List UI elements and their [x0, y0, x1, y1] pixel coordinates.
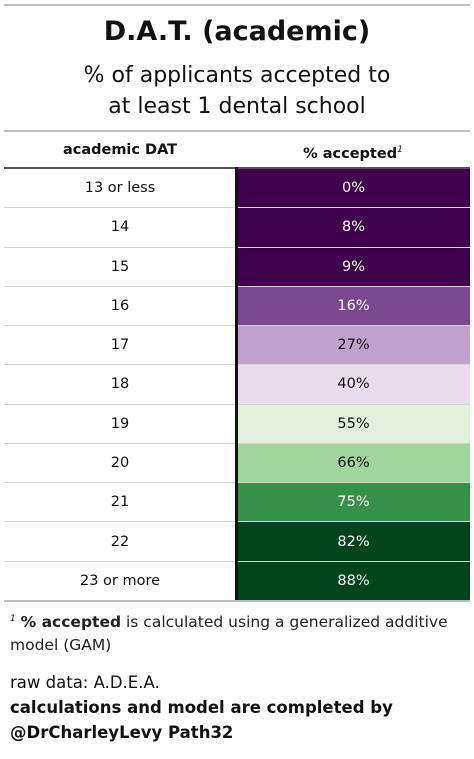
- footnote-bold: % accepted: [20, 613, 122, 632]
- table-body: 13 or less 0% 14 8% 15 9% 16 16% 17 27% 18 40% 19 55%…: [4, 169, 470, 601]
- table-row: 19 55%: [4, 404, 470, 444]
- accepted-percent-cell: 55%: [237, 404, 470, 443]
- accepted-percent-cell: 88%: [237, 561, 470, 600]
- subtitle-line-2: at least 1 dental school: [108, 94, 366, 119]
- column-header-accepted: % accepted1: [237, 133, 469, 167]
- table-row: 23 or more 88%: [4, 561, 470, 601]
- footnote-text: is calculated using a generalized additi…: [10, 613, 448, 655]
- accepted-percent-cell: 9%: [237, 247, 470, 286]
- column-header-dat: academic DAT: [62, 142, 178, 158]
- footnote-mark: 1: [10, 614, 16, 624]
- dat-score-cell: 14: [110, 219, 130, 236]
- dat-score-cell: 22: [110, 533, 130, 550]
- dat-score-cell: 20: [110, 454, 130, 471]
- dat-score-cell: 18: [110, 376, 130, 393]
- chart-title: D.A.T. (academic): [103, 16, 371, 47]
- header-rule: [4, 130, 470, 132]
- subtitle-line-1: % of applicants accepted to: [83, 63, 391, 88]
- table-row: 13 or less 0%: [4, 169, 470, 209]
- source-block: raw data: A.D.E.A. calculations and mode…: [10, 670, 464, 745]
- column-header-accepted-label: % accepted: [303, 145, 398, 162]
- dat-score-cell: 17: [110, 337, 130, 354]
- chart-subtitle: % of applicants accepted to at least 1 d…: [0, 60, 474, 122]
- accepted-percent-cell: 66%: [237, 443, 470, 483]
- table-row: 18 40%: [4, 365, 470, 405]
- table-row: 14 8%: [4, 208, 470, 248]
- accepted-percent-cell: 40%: [237, 365, 470, 404]
- footnote-marker: 1: [397, 145, 403, 155]
- source-text: raw data: A.D.E.A.: [10, 673, 160, 692]
- accepted-percent-cell: 16%: [237, 286, 470, 326]
- accepted-percent-cell: 82%: [237, 522, 470, 561]
- top-rule: [4, 4, 470, 6]
- dat-score-cell: 23 or more: [79, 572, 161, 589]
- accepted-percent-cell: 27%: [237, 326, 470, 365]
- table-row: 16 16%: [4, 286, 470, 327]
- accepted-percent-cell: 75%: [237, 483, 470, 522]
- credit-line-1: calculations and model are completed by: [10, 698, 393, 717]
- accepted-percent-cell: 8%: [237, 208, 470, 247]
- dat-score-cell: 16: [110, 297, 130, 314]
- dat-score-cell: 15: [110, 258, 130, 275]
- dat-score-cell: 13 or less: [84, 180, 156, 197]
- bottom-rule: [4, 600, 470, 602]
- dat-score-cell: 21: [110, 494, 130, 511]
- accepted-percent-cell: 0%: [237, 169, 470, 208]
- footnote: 1 % accepted is calculated using a gener…: [10, 608, 464, 657]
- credit-line-2: @DrCharleyLevy Path32: [10, 723, 234, 742]
- column-divider: [235, 167, 238, 601]
- dat-score-cell: 19: [110, 415, 130, 432]
